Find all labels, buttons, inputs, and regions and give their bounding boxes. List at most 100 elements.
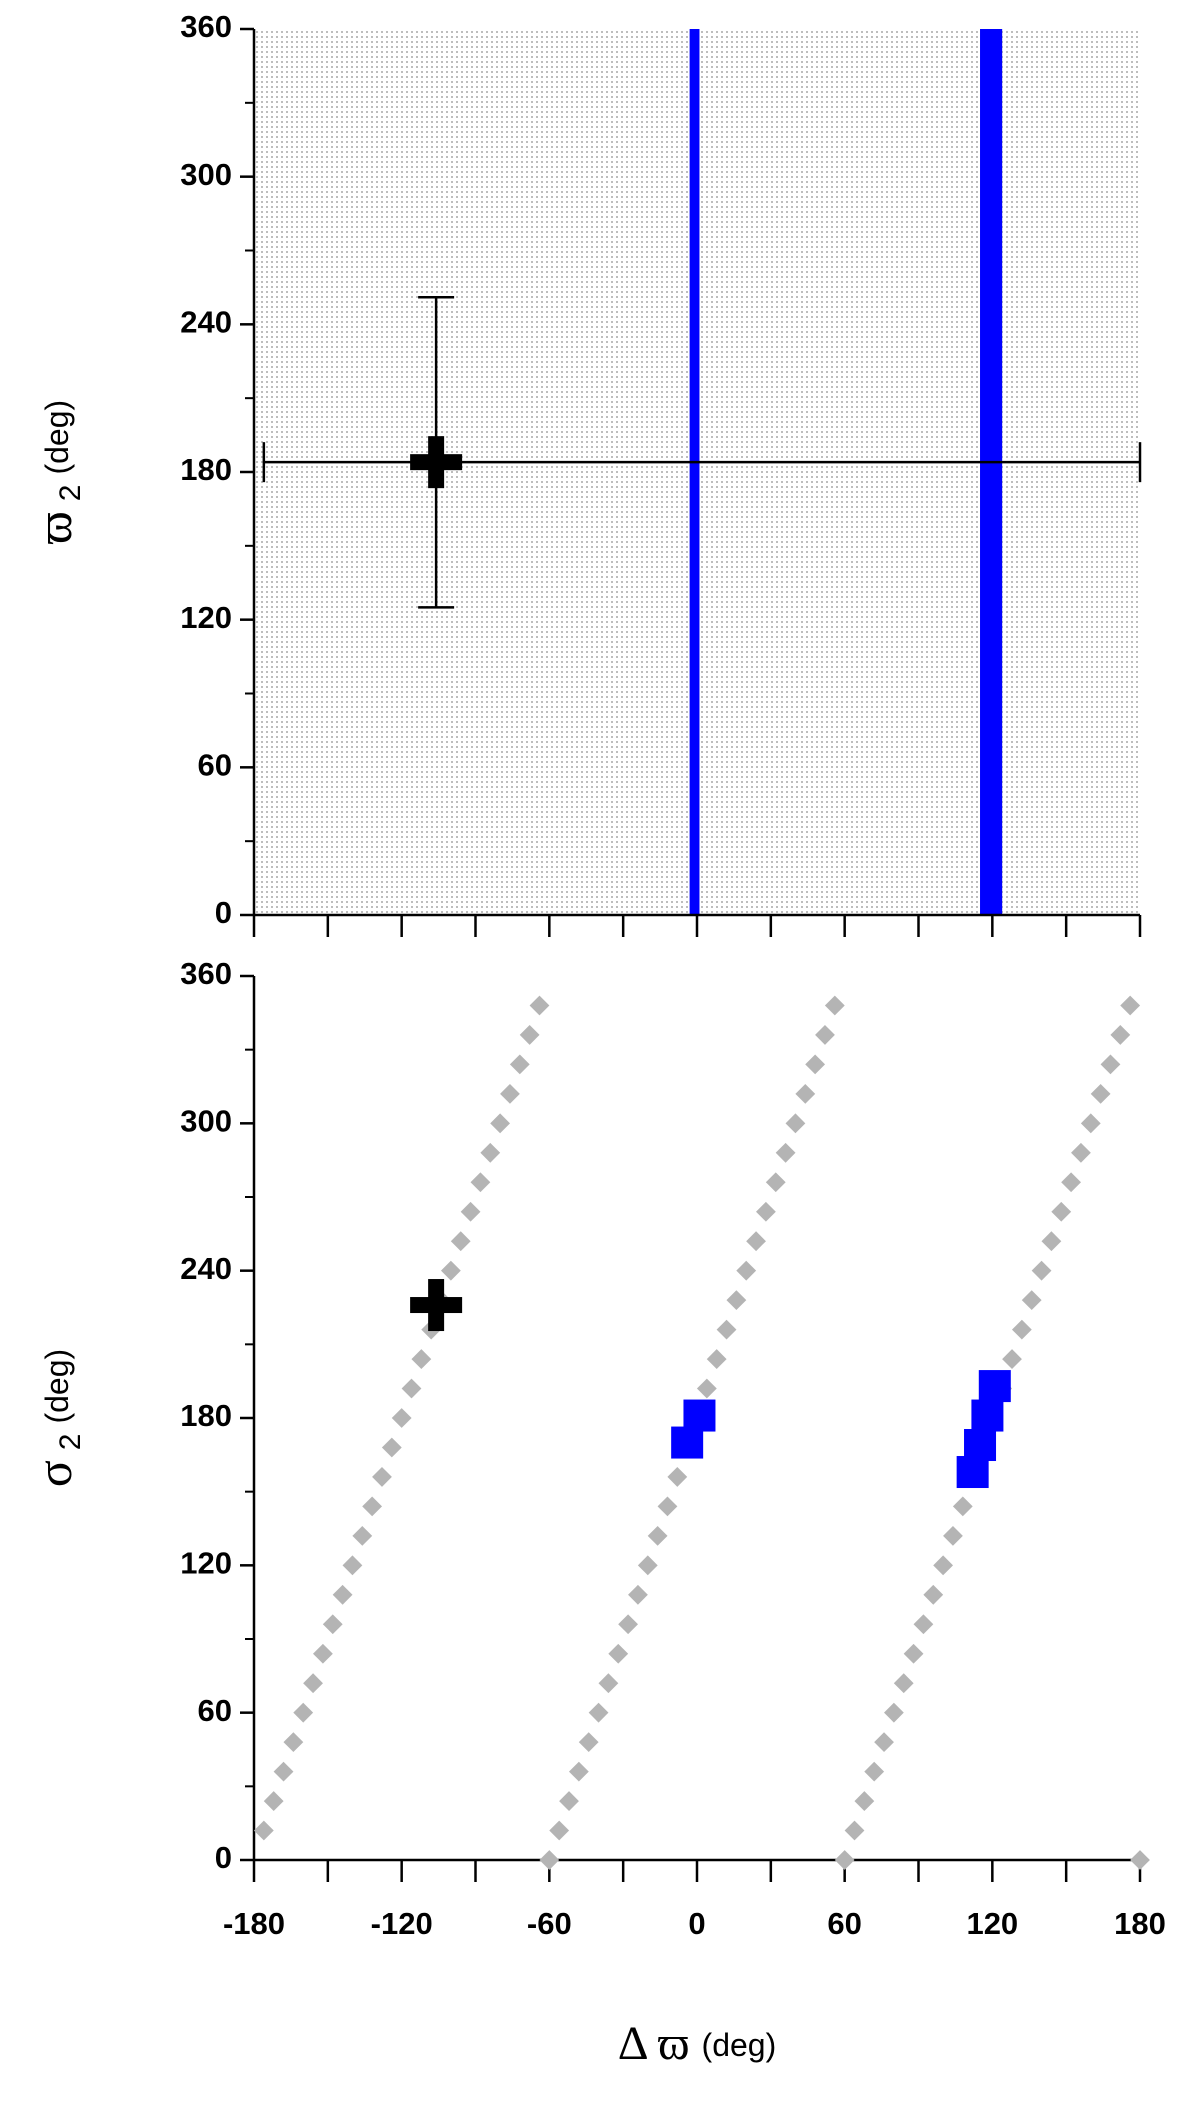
y-tick-label: 360: [180, 9, 232, 44]
chart: 0 60 120 180 240 300 360 ϖ 2 (deg): [26, 9, 1142, 937]
diamond-marker: [923, 1584, 944, 1605]
diamond-marker: [1120, 995, 1141, 1016]
y-tick-label: 0: [215, 895, 232, 930]
diamond-marker: [303, 1673, 323, 1694]
square-marker: [964, 1429, 997, 1462]
square-marker: [683, 1399, 716, 1432]
diamond-marker: [578, 1732, 599, 1753]
diamond-marker: [568, 1761, 589, 1782]
diamond-marker: [913, 1614, 934, 1635]
diamond-marker: [401, 1378, 422, 1399]
diamond-marker: [864, 1761, 885, 1782]
y-label-symbol: ϖ: [26, 511, 82, 544]
diamond-marker: [1002, 1349, 1022, 1369]
diamond-marker: [1061, 1172, 1081, 1193]
diamond-marker: [933, 1555, 954, 1576]
square-marker: [956, 1456, 989, 1489]
diamond-marker: [1011, 1319, 1032, 1340]
diamond-marker: [834, 1850, 855, 1870]
diamond-marker: [509, 1054, 530, 1075]
diamond-marker: [490, 1113, 511, 1134]
diamond-marker: [1051, 1201, 1072, 1222]
x-tick-label: 180: [1114, 1906, 1166, 1941]
diamond-marker: [696, 1378, 717, 1399]
diamond-marker: [746, 1231, 766, 1252]
y-axis-label: σ 2 (deg): [26, 1349, 86, 1487]
diamond-marker: [854, 1791, 875, 1811]
y-label-symbol: σ: [26, 1460, 82, 1487]
x-axis-label: Δ ϖ (deg): [618, 2017, 777, 2070]
y-label-unit: (deg): [39, 1349, 75, 1424]
diamond-marker: [736, 1260, 757, 1281]
y-tick-label: 240: [180, 1251, 232, 1286]
diamond-marker: [598, 1673, 619, 1694]
diamond-marker: [628, 1584, 648, 1605]
square-marker: [971, 1399, 1004, 1432]
diamond-marker: [440, 1260, 461, 1281]
diamond-marker: [381, 1437, 402, 1458]
diamond-marker: [1021, 1290, 1042, 1311]
diamond-marker: [795, 1083, 816, 1104]
y-tick-label: 300: [180, 157, 232, 192]
y-tick-label: 240: [180, 305, 232, 340]
diamond-marker: [706, 1349, 727, 1369]
diamond-marker: [480, 1142, 501, 1163]
diamond-marker: [943, 1525, 963, 1546]
diamond-marker: [313, 1643, 333, 1664]
diamond-marker: [1080, 1113, 1101, 1134]
x-tick-label: 60: [827, 1906, 861, 1941]
diamond-marker: [460, 1201, 481, 1222]
diamond-marker: [1031, 1260, 1052, 1281]
diamond-marker: [952, 1496, 973, 1517]
diamond-marker: [1041, 1231, 1062, 1252]
diamond-marker: [805, 1054, 826, 1075]
diamond-marker: [667, 1467, 688, 1487]
diamond-marker: [549, 1820, 570, 1841]
diamond-marker: [765, 1172, 786, 1193]
y-tick-label: 0: [215, 1840, 232, 1875]
diamond-marker: [618, 1614, 638, 1635]
y-tick-label: 60: [198, 1693, 232, 1728]
cross-marker: [428, 1279, 445, 1332]
y-label-sub: 2: [54, 485, 87, 502]
y-tick-label: 360: [180, 956, 232, 991]
diamond-marker: [1090, 1083, 1111, 1104]
diamond-marker: [785, 1113, 806, 1134]
x-tick-label: -120: [371, 1906, 433, 1941]
y-tick-label: 60: [198, 748, 232, 783]
diamond-marker: [559, 1791, 579, 1811]
diamond-marker: [283, 1732, 304, 1753]
diamond-marker: [450, 1231, 471, 1252]
diamond-marker: [647, 1525, 668, 1546]
diamond-marker: [253, 1820, 274, 1841]
diamond-marker: [608, 1643, 629, 1664]
band: [689, 29, 700, 915]
diamond-marker: [775, 1142, 796, 1163]
diamond-marker: [637, 1555, 658, 1576]
x-tick-label: -60: [527, 1906, 572, 1941]
diamond-marker: [322, 1614, 343, 1635]
y-tick-label: 120: [180, 600, 232, 635]
diamond-marker: [726, 1290, 747, 1311]
x-label-unit: (deg): [702, 2027, 777, 2063]
diamond-marker: [883, 1702, 904, 1723]
y-tick-label: 120: [180, 1546, 232, 1581]
diamond-marker: [263, 1791, 284, 1811]
y-tick-label: 300: [180, 1104, 232, 1139]
diamond-marker: [588, 1702, 609, 1723]
diamond-marker: [273, 1761, 294, 1782]
diamond-marker: [529, 995, 550, 1016]
diamond-marker: [342, 1555, 363, 1576]
chart: 0 60 120 180 240 300 360 -180 -120 -60 0 60 120 180 σ 2…: [26, 956, 1165, 2070]
diamond-marker: [293, 1702, 314, 1723]
diamond-marker: [500, 1083, 520, 1104]
diamond-marker: [893, 1673, 914, 1694]
square-marker: [978, 1370, 1011, 1403]
diamond-marker: [362, 1496, 383, 1517]
y-tick-label: 180: [180, 1398, 232, 1433]
diamond-marker: [756, 1201, 776, 1222]
diamond-marker: [352, 1525, 373, 1546]
x-tick-label: 0: [688, 1906, 705, 1941]
